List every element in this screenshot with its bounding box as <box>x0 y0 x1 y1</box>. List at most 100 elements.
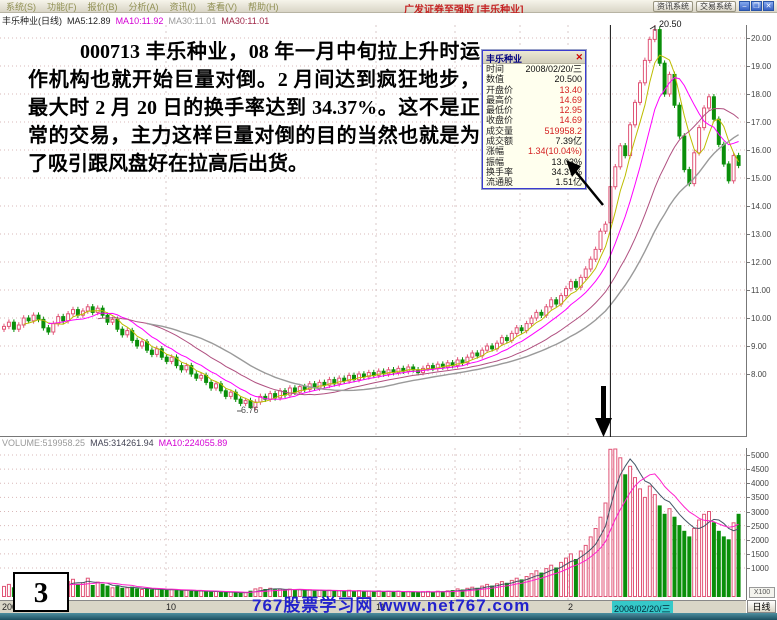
price-tick <box>747 150 750 151</box>
price-axis-label: 11.00 <box>751 286 771 295</box>
price-axis-label: 18.00 <box>751 90 772 99</box>
menu-item-3[interactable]: 分析(A) <box>128 1 159 12</box>
menu-item-4[interactable]: 资讯(I) <box>169 1 197 12</box>
menu-item-2[interactable]: 报价(B) <box>87 1 118 12</box>
menu-item-1[interactable]: 功能(F) <box>47 1 77 12</box>
info-row-label: 开盘价 <box>486 84 514 95</box>
menu-item-0[interactable]: 系统(S) <box>6 1 36 12</box>
price-axis-label: 19.00 <box>751 62 772 71</box>
info-row-value: 14.69 <box>559 94 582 105</box>
info-row: 成交量 519958.2 <box>483 126 585 136</box>
annotation-text: 000713 丰乐种业，08 年一月中旬拉上升时运作机构也就开始巨量对倒。2 月… <box>28 41 480 175</box>
info-panel-title: 丰乐种业 <box>486 54 523 64</box>
timeline-bar[interactable]: 2007 10 11 2 2008/02/20/三 <box>0 600 746 615</box>
volume-tick <box>747 525 750 527</box>
info-row: 流通股 1.51亿 <box>483 177 585 187</box>
price-axis-label: 14.00 <box>751 202 772 211</box>
info-row-label: 涨幅 <box>486 146 505 157</box>
ma10-value: MA10:11.92 <box>115 16 164 26</box>
price-tick <box>747 234 750 235</box>
volume-axis-label: 1500 <box>751 549 769 559</box>
info-row-label: 数值 <box>486 74 505 85</box>
info-row: 时间 2008/02/20/三 <box>483 64 585 74</box>
volume-tick <box>747 553 750 555</box>
price-axis-label: 16.00 <box>751 146 772 155</box>
security-name-period: 丰乐种业(日线) <box>2 16 62 26</box>
price-tick <box>747 290 750 291</box>
info-row: 成交额 7.39亿 <box>483 136 585 146</box>
info-row: 最低价 12.95 <box>483 105 585 115</box>
info-row-value: 12.95 <box>559 105 582 116</box>
info-row: 最高价 14.69 <box>483 95 585 105</box>
volume-axis: 5000 4500 4000 3500 3000 2500 2000 1500 1000 <box>746 448 777 600</box>
price-tick <box>747 262 750 263</box>
price-axis-label: 17.00 <box>751 118 772 127</box>
low-price-label: 6.76 <box>241 405 259 415</box>
info-row-label: 最低价 <box>486 105 514 116</box>
price-tick <box>747 38 750 39</box>
info-row: 换手率 34.37% <box>483 167 585 177</box>
window-title: 广发证券至强版 [丰乐种业] <box>404 5 524 16</box>
menu-bar: 系统(S) 功能(F) 报价(B) 分析(A) 资讯(I) 查看(V) 帮助(H) <box>0 0 777 13</box>
info-row-value: 13.03% <box>551 156 582 167</box>
restore-icon[interactable]: ❐ <box>751 1 762 11</box>
volume-axis-label: 5000 <box>751 451 769 460</box>
volume-tick <box>747 483 750 485</box>
price-axis-label: 8.00 <box>751 370 767 379</box>
price-tick <box>747 346 750 347</box>
info-row-value: 1.51亿 <box>555 177 582 188</box>
volume-ma5-value: MA5:314261.94 <box>90 438 154 448</box>
timeline-label: 11 <box>376 602 386 612</box>
info-panel-titlebar[interactable]: 丰乐种业 ✕ <box>483 51 585 64</box>
timeline-highlight-date: 2008/02/20/三 <box>612 601 673 615</box>
volume-ma10-value: MA10:224055.89 <box>158 438 228 448</box>
price-axis-label: 15.00 <box>751 174 772 183</box>
volume-tick <box>747 539 750 541</box>
info-row: 涨幅 1.34(10.04%) <box>483 146 585 156</box>
close-icon[interactable]: ✕ <box>575 52 583 62</box>
period-button[interactable]: 日线 <box>747 600 776 613</box>
info-row-value: 1.34(10.04%) <box>527 146 582 157</box>
info-row-value: 34.37% <box>551 166 582 177</box>
trade-system-button[interactable]: 交易系统 <box>696 1 736 12</box>
volume-axis-label: 3500 <box>751 493 769 503</box>
price-axis: 20.00 19.00 18.00 17.00 16.00 15.00 14.00 13.00… <box>746 25 777 437</box>
price-tick <box>747 66 750 67</box>
info-row: 振幅 13.03% <box>483 157 585 167</box>
price-axis-label: 10.00 <box>751 314 772 323</box>
minimize-icon[interactable]: – <box>739 1 750 11</box>
info-row-value: 14.69 <box>559 115 582 126</box>
volume-value: VOLUME:519958.25 <box>2 438 86 448</box>
volume-header: VOLUME:519958.25 MA5:314261.94 MA10:2240… <box>0 436 746 448</box>
quote-info-panel[interactable]: 丰乐种业 ✕ 时间 2008/02/20/三 数值 20.500 开盘价 13.40 最高价… <box>481 49 587 190</box>
info-row-value: 519958.2 <box>544 125 582 136</box>
volume-axis-label: 3000 <box>751 507 769 517</box>
menu-item-6[interactable]: 帮助(H) <box>248 1 279 12</box>
price-tick <box>747 318 750 319</box>
menu-item-5[interactable]: 查看(V) <box>207 1 237 12</box>
peak-price-label: 20.50 <box>659 19 682 29</box>
info-row-label: 时间 <box>486 64 505 74</box>
info-row-label: 最高价 <box>486 94 514 105</box>
info-row: 开盘价 13.40 <box>483 85 585 95</box>
info-row-value: 7.39亿 <box>555 136 582 147</box>
price-tick <box>747 94 750 95</box>
price-tick <box>747 178 750 179</box>
info-row-label: 收盘价 <box>486 115 514 126</box>
volume-chart-canvas[interactable] <box>0 448 746 600</box>
info-row: 收盘价 14.69 <box>483 115 585 125</box>
ma30b-value: MA30:11.01 <box>221 16 270 26</box>
volume-tick <box>747 497 750 499</box>
info-row-label: 成交额 <box>486 136 514 147</box>
volume-unit-label: X100 <box>749 587 775 598</box>
info-row-value: 2008/02/20/三 <box>525 64 582 74</box>
info-row-label: 成交量 <box>486 125 514 136</box>
price-axis-label: 20.00 <box>751 34 772 43</box>
news-system-button[interactable]: 资讯系统 <box>653 1 693 12</box>
info-row-label: 振幅 <box>486 156 505 167</box>
close-icon[interactable]: ✕ <box>763 1 774 11</box>
info-row-label: 流通股 <box>486 177 514 188</box>
main-chart-canvas[interactable] <box>0 25 746 437</box>
volume-tick <box>747 455 750 456</box>
